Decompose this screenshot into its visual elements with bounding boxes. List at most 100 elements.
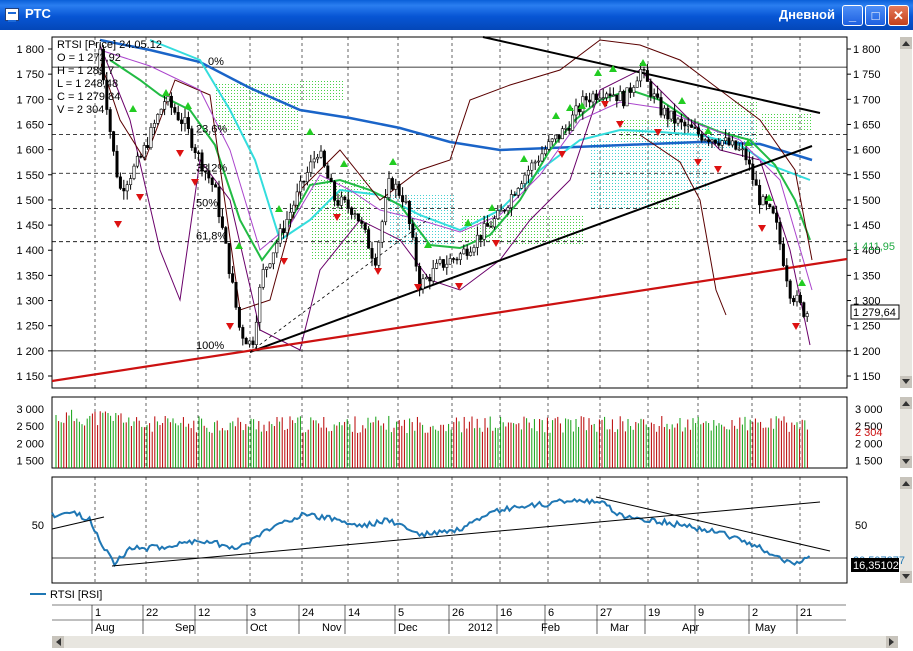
month-label: May [755,622,776,634]
buy-signal-arrow [798,279,806,286]
candle-body [282,228,286,234]
buy-signal-arrow [609,65,617,72]
buy-signal-arrow [306,128,314,135]
info-high: H = 1 289,7 [57,65,114,77]
volume-scrollbar[interactable] [900,397,912,468]
candle-body [231,273,235,283]
candle-body [435,262,439,269]
price-axis-right: 1 750 [853,69,881,81]
date-label: 16 [500,607,512,619]
month-label: Sep [175,622,195,634]
window-title: РТС [25,6,51,21]
price-axis-left: 1 500 [16,195,44,207]
period-label[interactable]: Дневной [778,7,835,22]
date-label: 5 [398,607,404,619]
candle-body [703,139,707,142]
candle-body [754,179,758,186]
candle-body [686,124,690,127]
buy-signal-arrow [552,112,560,119]
buy-signal-arrow [129,105,137,112]
candle-body [251,340,255,345]
candle-body [683,121,687,127]
time-scrollbar[interactable] [52,636,898,648]
price-axis-right: 1 350 [853,270,881,282]
candle-body [758,185,762,206]
candle-body [98,48,102,75]
fibonacci-label: 50% [196,197,218,209]
buy-signal-arrow [464,219,472,226]
rsi-trendline [595,496,831,552]
candle-body [353,213,357,216]
candle-body [615,94,619,102]
candle-body [139,155,143,158]
price-scrollbar[interactable] [900,37,912,388]
buy-signal-arrow [639,59,647,66]
buy-signal-arrow [275,205,283,212]
fibonacci-label: 61,8% [196,231,227,243]
maximize-button[interactable]: □ [865,5,886,26]
candle-body [183,117,187,124]
candle-body [414,237,418,267]
moving-average-dark [99,39,813,311]
candle-body [496,210,500,219]
candle-body [465,248,469,256]
candle-body [401,195,405,203]
candle-body [428,277,432,282]
sell-signal-arrow [280,258,288,265]
candle-body [724,137,728,142]
candle-body [339,196,343,206]
candle-body [299,180,303,193]
candle-body [360,220,364,224]
candle-body [180,119,184,124]
candle-body [288,211,292,220]
candle-body [618,91,622,102]
candle-body [455,258,459,261]
rsi-value-tag: 16,35102 [853,560,899,572]
candle-body [737,148,741,151]
candle-body [730,140,734,146]
candle-body [673,110,677,124]
candle-body [142,145,146,158]
close-button[interactable]: ✕ [888,5,909,26]
candle-body [271,252,275,265]
rsi-scrollbar[interactable] [900,477,912,583]
price-axis-right: 1 450 [853,220,881,232]
candle-body [292,204,296,213]
volume-axis-left: 2 000 [16,438,44,450]
volume-panel[interactable] [51,396,848,469]
candle-body [499,209,503,212]
date-label: 27 [600,607,612,619]
date-label: 26 [452,607,464,619]
candle-body [268,263,272,268]
rsi-axis-left: 50 [32,520,44,532]
candle-body [567,128,571,131]
price-axis-left: 1 200 [16,346,44,358]
candle-body [594,93,598,101]
price-axis-left: 1 450 [16,220,44,232]
candle-body [237,307,241,328]
candle-body [445,263,449,268]
candle-body [186,117,190,130]
candle-body [159,108,163,115]
candle-body [506,207,510,212]
candle-body [112,131,116,152]
candle-body [152,123,156,128]
candle-body [118,176,122,189]
candle-body [792,297,796,303]
candle-body [635,80,639,88]
minimize-button[interactable]: _ [842,5,863,26]
moving-average-purple [99,49,813,291]
candle-body [394,183,398,190]
sell-signal-arrow [558,151,566,158]
candle-body [710,139,714,143]
candle-body [254,321,258,345]
moving-average-long [99,38,813,162]
candle-body [200,152,204,172]
sell-signal-arrow [374,268,382,275]
candle-body [411,223,415,238]
current-price-tag: 1 279,64 [853,307,896,319]
candle-body [305,172,309,183]
candle-body [217,186,221,218]
volume-value-tag: 2 304 [855,427,883,439]
